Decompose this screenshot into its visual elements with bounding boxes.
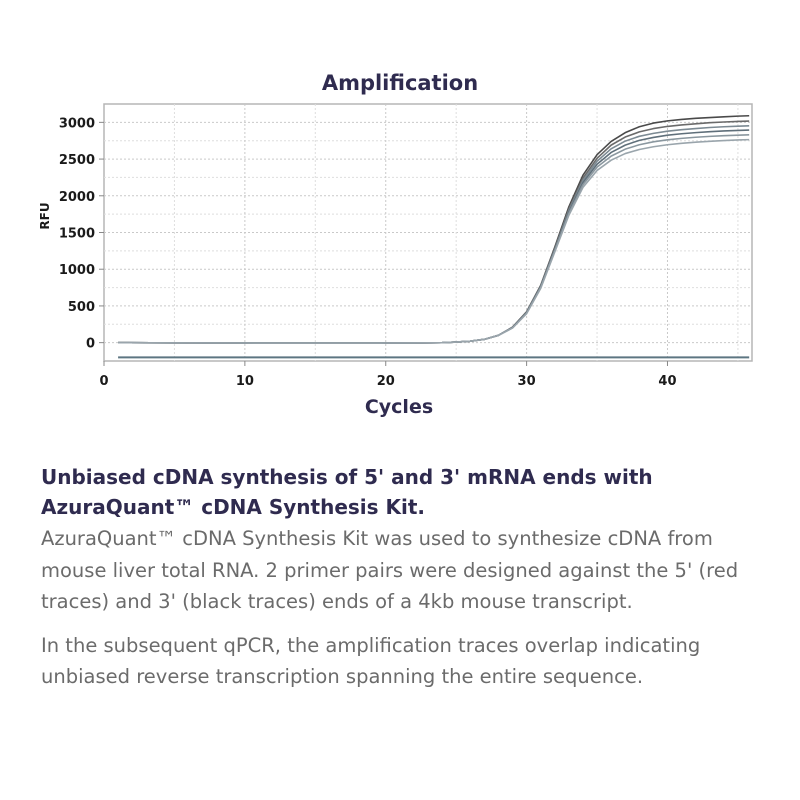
- x-tick-label: 20: [377, 374, 395, 389]
- y-tick-label: 1500: [59, 227, 95, 242]
- x-tick-label: 40: [658, 374, 676, 389]
- x-axis-label: Cycles: [365, 396, 433, 418]
- figure-caption: Unbiased cDNA synthesis of 5' and 3' mRN…: [41, 462, 771, 693]
- y-tick-label: 2500: [59, 153, 95, 168]
- chart-title: Amplification: [322, 71, 478, 95]
- x-tick-label: 30: [518, 374, 536, 389]
- amplification-trace-6: [118, 138, 750, 344]
- y-tick-label: 3000: [59, 116, 95, 131]
- x-tick-label: 10: [236, 374, 254, 389]
- caption-heading: Unbiased cDNA synthesis of 5' and 3' mRN…: [41, 465, 653, 519]
- series-layer: [118, 114, 750, 359]
- caption-note: In the subsequent qPCR, the amplificatio…: [41, 633, 701, 689]
- amplification-chart: Amplification 0 500 1000 1500 2000 2500 3000 0 1…: [38, 71, 753, 418]
- y-tick-label: 1000: [59, 263, 95, 278]
- y-tick-label: 500: [68, 300, 95, 315]
- y-axis-label: RFU: [38, 202, 52, 229]
- y-tick-label: 2000: [59, 190, 95, 205]
- caption-body: AzuraQuant™ cDNA Synthesis Kit was used …: [41, 527, 739, 613]
- x-tick-label: 0: [99, 374, 108, 389]
- grid-lines: [104, 104, 752, 361]
- y-tick-label: 0: [86, 337, 95, 352]
- axes: 0 500 1000 1500 2000 2500 3000 0 10 20 30 40: [59, 116, 677, 389]
